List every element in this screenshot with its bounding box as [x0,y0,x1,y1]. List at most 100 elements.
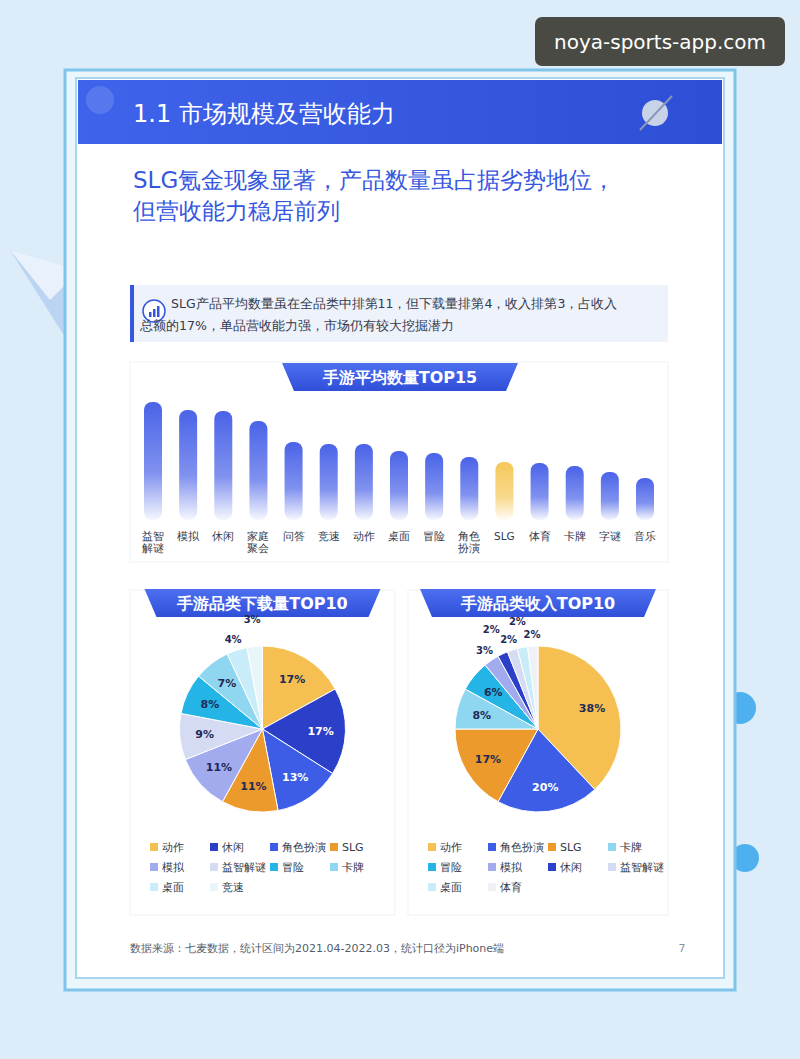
legend-label: 冒险 [282,861,304,874]
data-label: 2% [500,634,517,645]
data-label: 2% [509,616,526,627]
source-note: 数据来源：七麦数据，统计区间为2021.04-2022.03，统计口径为iPho… [130,942,504,955]
legend-swatch [330,863,338,871]
insight-bar [130,285,134,342]
legend-swatch [210,883,218,891]
category-label-line: 动作 [353,530,375,542]
category-label: 音乐 [634,530,656,542]
category-label: 家庭聚会 [247,530,269,554]
chart-panel [408,590,668,915]
slice [247,646,263,729]
legend-swatch [270,843,278,851]
category-label: 桌面 [388,530,410,542]
bar [531,463,549,520]
data-label: 2% [524,629,541,640]
legend-label: 休闲 [222,841,244,854]
bar [601,472,619,520]
data-label: 9% [195,728,214,741]
legend-swatch [488,843,496,851]
headline: 但营收能力稳居前列 [133,198,340,224]
legend-label: 动作 [440,841,462,854]
category-label-line: 角色 [458,530,480,542]
category-label-line: 益智 [142,530,164,542]
legend-label: SLG [342,841,364,854]
data-label: 3% [244,614,261,625]
slices [180,646,346,812]
section-title: 1.1 市场规模及营收能力 [133,100,395,128]
legend-label: 模拟 [500,861,523,874]
bar [425,453,443,520]
data-label: 13% [282,771,308,784]
legend-label: 益智解谜 [620,861,664,874]
legend-label: 竞速 [222,881,244,894]
category-label: 休闲 [212,530,234,542]
legend-swatch [488,863,496,871]
legend-swatch [270,863,278,871]
category-label-line: 桌面 [388,530,410,542]
legend-label: 模拟 [162,861,185,874]
category-label: 动作 [353,530,375,542]
outer-frame [65,70,735,990]
page-background [0,0,800,1059]
category-label-line: SLG [494,530,515,542]
chart-title: 手游品类下载量TOP10 [176,594,348,613]
insight-box [130,285,668,342]
watermark-box [535,17,785,66]
category-label: SLG [494,530,515,542]
chart-title-pill [145,589,381,617]
data-label: 11% [206,761,232,774]
chart-panel [130,590,395,915]
data-label: 2% [483,624,500,635]
legend-label: 益智解谜 [222,861,266,874]
category-label-line: 体育 [529,530,551,542]
legend-swatch [210,863,218,871]
data-label: 17% [475,753,501,766]
card [76,78,724,978]
chart-title-pill [282,363,518,391]
data-label: 4% [225,634,242,645]
insight-icon [153,309,156,317]
legend-label: 休闲 [560,861,582,874]
header-icon [640,96,672,130]
bar [320,444,338,520]
category-label-line: 解谜 [142,542,164,554]
header-decoration [86,86,114,114]
bar [214,411,232,520]
data-label: 3% [476,645,493,656]
legend-swatch [150,843,158,851]
chart-title: 手游品类收入TOP10 [460,594,616,613]
header-bar [78,80,722,144]
bar [390,451,408,520]
category-label-line: 问答 [283,530,305,542]
legend-swatch [608,843,616,851]
legend-swatch [488,883,496,891]
watermark: noya-sports-app.com [554,30,766,54]
legend-swatch [150,883,158,891]
data-label: 11% [240,780,266,793]
headline: SLG氪金现象显著，产品数量虽占据劣势地位， [133,167,615,193]
data-label: 6% [484,686,503,699]
page-number: 7 [679,942,686,955]
data-label: 17% [279,673,305,686]
legend-label: 卡牌 [620,841,642,854]
legend-label: 冒险 [440,861,462,874]
legend-label: 角色扮演 [282,841,326,854]
legend-label: SLG [560,841,582,854]
legend-swatch [428,883,436,891]
chart-title: 手游平均数量TOP15 [322,368,478,387]
category-label: 益智解谜 [142,530,164,554]
category-label-line: 家庭 [247,530,269,542]
legend-swatch [150,863,158,871]
category-label-line: 扮演 [457,542,480,554]
category-label: 模拟 [177,530,200,542]
category-label-line: 字谜 [599,530,621,542]
legend-swatch [548,843,556,851]
category-label-line: 模拟 [177,530,200,542]
insight-text: 总额的17%，单品营收能力强，市场仍有较大挖掘潜力 [139,318,454,333]
category-label: 体育 [529,530,551,542]
category-label-line: 聚会 [247,542,269,554]
legend-label: 体育 [500,881,522,894]
slices [455,646,621,812]
data-label: 38% [579,702,605,715]
chart-title-pill [420,589,656,617]
